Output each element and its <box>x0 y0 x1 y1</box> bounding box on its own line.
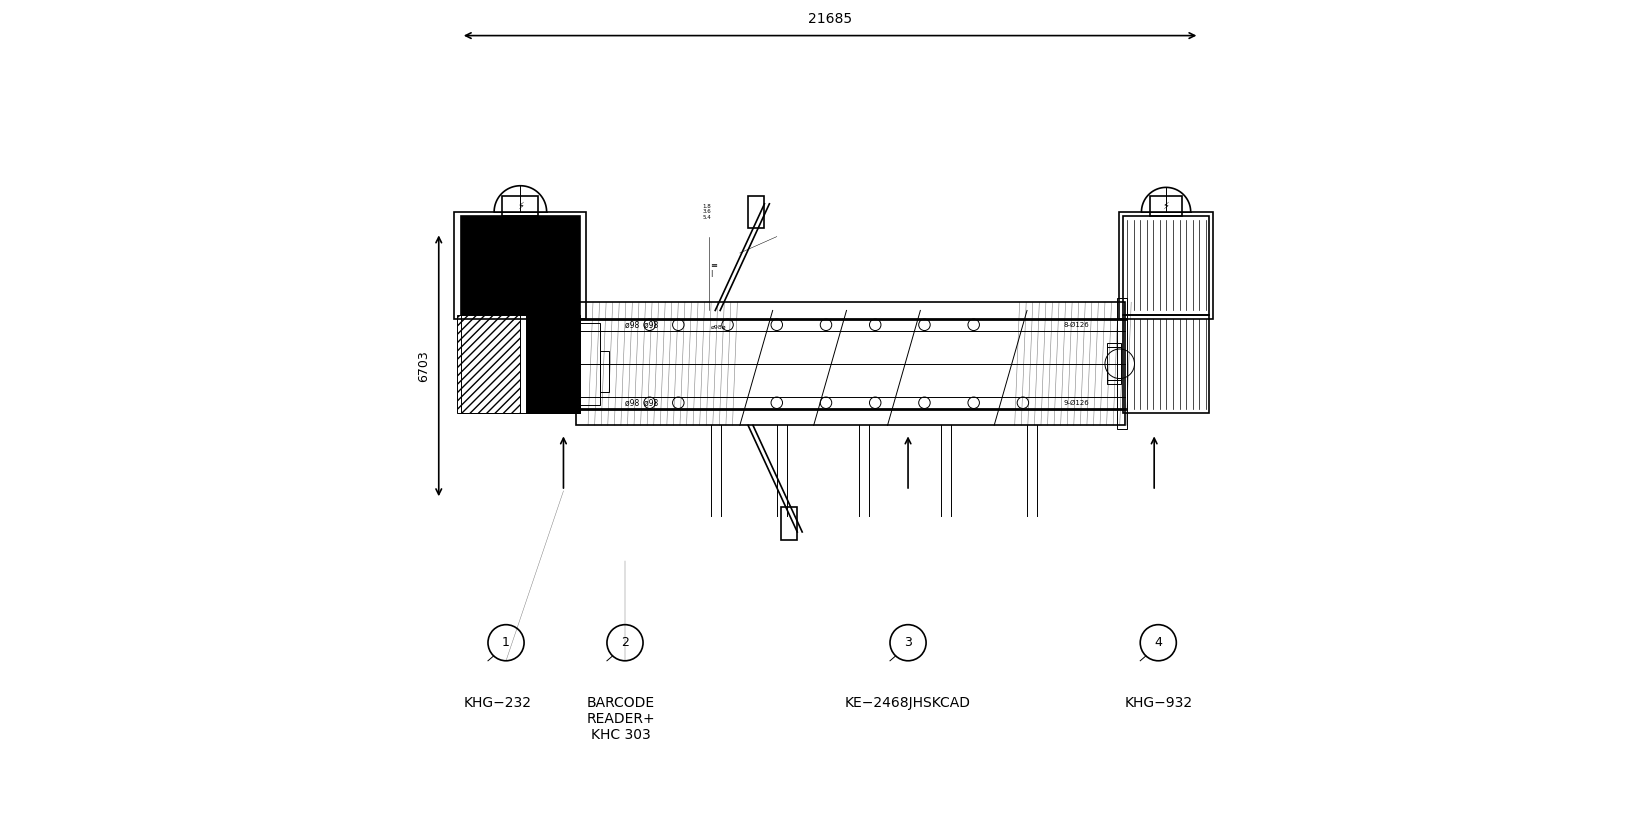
Text: 9-Ø126: 9-Ø126 <box>1064 400 1090 406</box>
Bar <box>502 196 539 216</box>
Bar <box>580 323 600 405</box>
Text: 6703: 6703 <box>418 350 431 382</box>
Bar <box>1150 197 1183 216</box>
Bar <box>1107 348 1120 380</box>
Bar <box>527 315 580 413</box>
Text: KE−2468JHSKCAD: KE−2468JHSKCAD <box>846 696 971 710</box>
Bar <box>1107 380 1120 384</box>
Text: 21685: 21685 <box>808 12 852 26</box>
Text: 1: 1 <box>502 636 510 649</box>
Text: |: | <box>710 270 712 277</box>
Bar <box>1123 216 1209 315</box>
Text: KHG−932: KHG−932 <box>1125 696 1193 710</box>
Text: ø98ø: ø98ø <box>710 325 727 330</box>
Bar <box>577 302 1125 425</box>
Text: 2: 2 <box>621 636 629 649</box>
Bar <box>781 507 798 540</box>
Text: 1.8
3.6
5.4: 1.8 3.6 5.4 <box>702 203 712 221</box>
Text: KHG−232: KHG−232 <box>464 696 532 710</box>
Bar <box>458 315 520 413</box>
Text: BARCODE
READER+
KHC 303: BARCODE READER+ KHC 303 <box>586 696 656 743</box>
Text: ⚡: ⚡ <box>1163 202 1170 211</box>
Bar <box>461 315 580 413</box>
Bar <box>1118 212 1213 319</box>
Bar <box>1107 344 1120 348</box>
Text: 8-Ø126: 8-Ø126 <box>1064 321 1090 327</box>
Text: 3: 3 <box>904 636 912 649</box>
Bar <box>1117 298 1127 430</box>
Text: ≡: ≡ <box>710 261 717 270</box>
Bar <box>1123 315 1209 413</box>
Bar <box>454 212 586 319</box>
Bar <box>748 196 765 229</box>
Bar <box>461 216 580 315</box>
Text: ø98  ø98: ø98 ø98 <box>624 398 657 407</box>
Text: ⚡: ⚡ <box>517 202 524 211</box>
Text: ø98  ø98: ø98 ø98 <box>624 320 657 330</box>
Text: 4: 4 <box>1155 636 1163 649</box>
Bar <box>600 352 608 392</box>
